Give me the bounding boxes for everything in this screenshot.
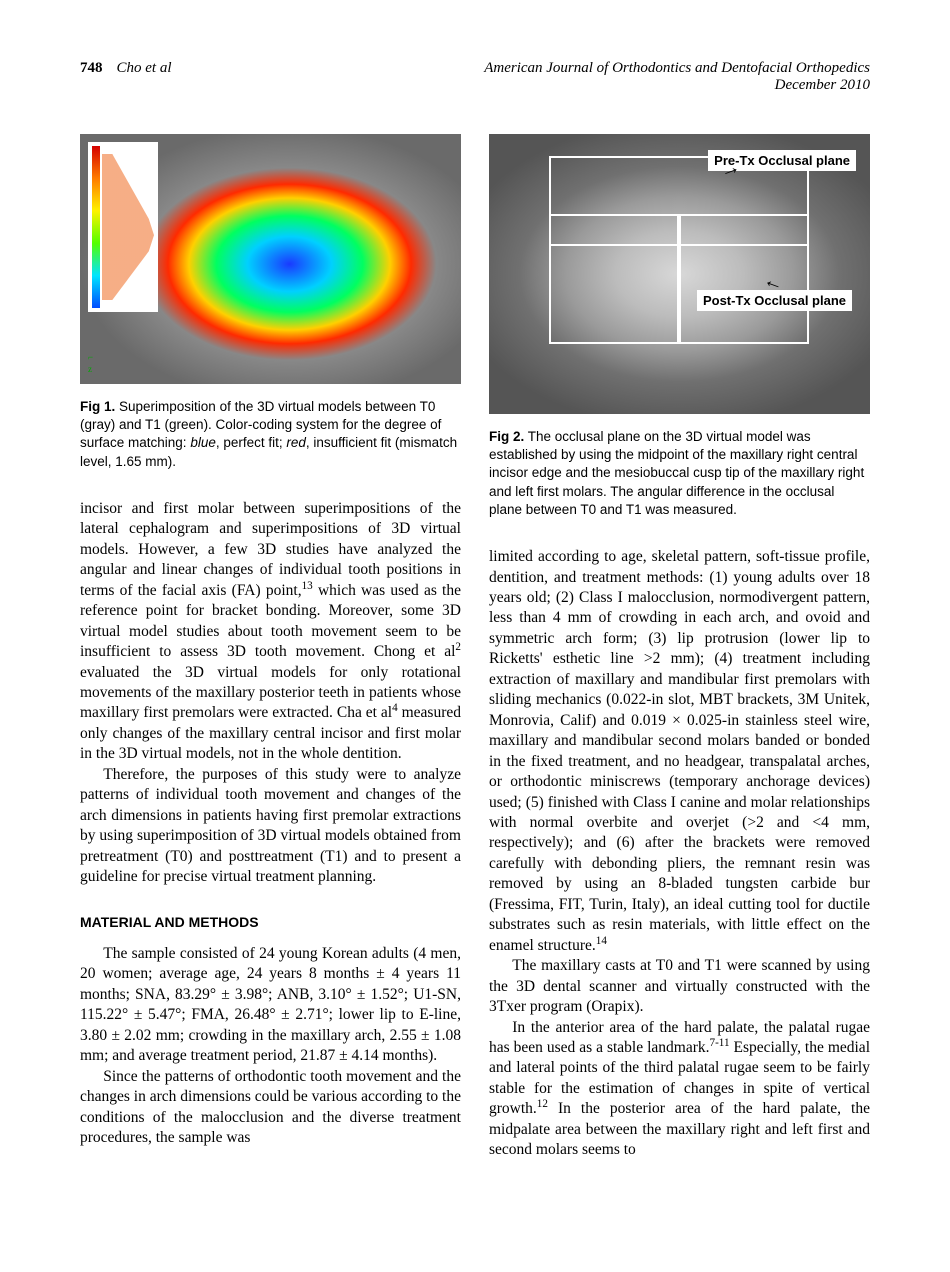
body-paragraph: In the anterior area of the hard palate,… xyxy=(489,1018,870,1161)
body-paragraph: The sample consisted of 24 young Korean … xyxy=(80,944,461,1067)
body-paragraph: limited according to age, skeletal patte… xyxy=(489,547,870,956)
citation-ref: 12 xyxy=(537,1098,548,1110)
left-column: ⌐z Fig 1. Superimposition of the 3D virt… xyxy=(80,134,461,1161)
fig2-cap: The occlusal plane on the 3D virtual mod… xyxy=(489,429,864,517)
text-run: limited according to age, skeletal patte… xyxy=(489,548,870,954)
post-tx-plane-left xyxy=(549,214,679,344)
journal-name: American Journal of Orthodontics and Den… xyxy=(484,60,870,77)
figure-2-image: Pre-Tx Occlusal plane Post-Tx Occlusal p… xyxy=(489,134,870,414)
figure-1-caption: Fig 1. Superimposition of the 3D virtual… xyxy=(80,398,461,471)
post-tx-plane-right xyxy=(679,214,809,344)
right-column: Pre-Tx Occlusal plane Post-Tx Occlusal p… xyxy=(489,134,870,1161)
header-left: 748 Cho et al xyxy=(80,60,172,77)
axis-indicator: ⌐z xyxy=(88,352,93,376)
body-paragraph: The maxillary casts at T0 and T1 were sc… xyxy=(489,956,870,1017)
header-authors: Cho et al xyxy=(117,60,172,77)
citation-ref: 2 xyxy=(455,641,461,653)
colorbar-distribution xyxy=(102,146,154,308)
two-column-layout: ⌐z Fig 1. Superimposition of the 3D virt… xyxy=(80,134,870,1161)
page-number: 748 xyxy=(80,60,103,77)
figure-1-image: ⌐z xyxy=(80,134,461,384)
figure-2-caption: Fig 2. The occlusal plane on the 3D virt… xyxy=(489,428,870,519)
citation-ref: 13 xyxy=(302,580,313,592)
citation-ref: 14 xyxy=(596,935,607,947)
fig1-red: red xyxy=(286,435,306,450)
section-heading: MATERIAL AND METHODS xyxy=(80,913,461,931)
citation-ref: 7-11 xyxy=(710,1037,730,1049)
running-header: 748 Cho et al American Journal of Orthod… xyxy=(80,60,870,94)
body-paragraph: Therefore, the purposes of this study we… xyxy=(80,765,461,888)
colorbar-gradient xyxy=(92,146,100,308)
fig2-label: Fig 2. xyxy=(489,429,524,444)
body-paragraph: Since the patterns of orthodontic tooth … xyxy=(80,1067,461,1149)
issue-date: December 2010 xyxy=(484,77,870,94)
fig1-label: Fig 1. xyxy=(80,399,115,414)
colorbar xyxy=(88,142,158,312)
fig1-blue: blue xyxy=(190,435,216,450)
body-paragraph: incisor and first molar between superimp… xyxy=(80,499,461,765)
fig1-cap-b: , perfect fit; xyxy=(216,435,287,450)
header-right: American Journal of Orthodontics and Den… xyxy=(484,60,870,94)
